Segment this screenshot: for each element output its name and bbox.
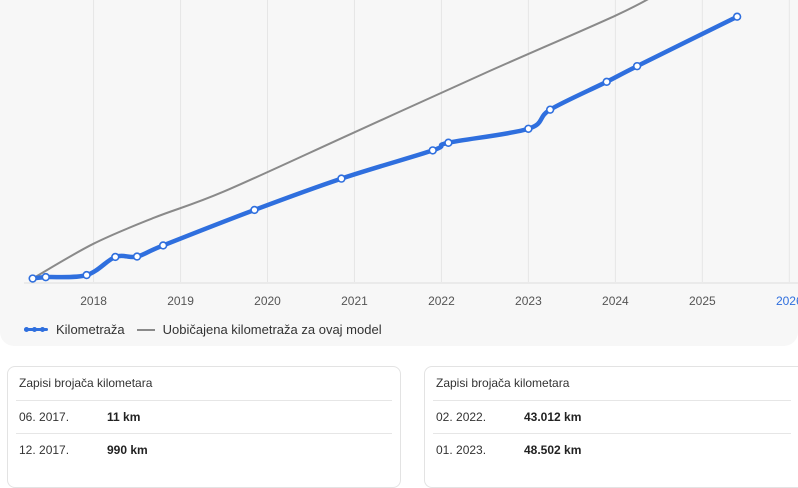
x-tick-label: 2023: [515, 294, 542, 308]
mileage-data-point[interactable]: [632, 61, 642, 71]
x-tick-label: 2019: [167, 294, 194, 308]
record-date: 01. 2023.: [436, 443, 487, 457]
odometer-records-left: Zapisi brojača kilometara 06. 2017. 11 k…: [7, 366, 401, 488]
table-row: 02. 2022. 43.012 km: [433, 400, 791, 433]
record-km: 990 km: [107, 443, 148, 457]
mileage-data-point[interactable]: [158, 241, 168, 250]
record-km: 48.502 km: [524, 443, 582, 457]
odometer-records-right: Zapisi brojača kilometara 02. 2022. 43.0…: [424, 366, 798, 488]
x-tick-label: 2025: [689, 294, 716, 308]
mileage-data-point[interactable]: [524, 124, 533, 133]
record-km: 43.012 km: [524, 410, 582, 424]
legend-label-typical-mileage: Uobičajena kilometraža za ovaj model: [162, 322, 382, 337]
table-title: Zapisi brojača kilometara: [19, 376, 153, 390]
mileage-data-point[interactable]: [602, 77, 611, 87]
mileage-data-point[interactable]: [545, 105, 555, 114]
mileage-data-point[interactable]: [41, 272, 50, 282]
mileage-chart-card: 2018 2019 2020 2021 2022 2023 2024 2025 2026 Kil…: [24, 0, 798, 337]
mileage-data-point[interactable]: [428, 146, 437, 155]
x-tick-label: 2018: [80, 294, 107, 308]
mileage-data-point[interactable]: [444, 138, 453, 147]
x-tick-label: 2024: [602, 294, 629, 308]
mileage-chart: 2018 2019 2020 2021 2022 2023 2024 2025 2026: [24, 0, 798, 308]
mileage-data-point[interactable]: [111, 252, 120, 262]
mileage-data-point[interactable]: [732, 12, 742, 21]
record-date: 06. 2017.: [19, 410, 70, 424]
x-tick-label: 2020: [254, 294, 281, 308]
legend-item-typical-mileage[interactable]: Uobičajena kilometraža za ovaj model: [136, 322, 382, 337]
table-title: Zapisi brojača kilometara: [436, 376, 570, 390]
record-date: 12. 2017.: [19, 443, 70, 457]
x-tick-label: 2026: [776, 294, 798, 308]
table-row: 06. 2017. 11 km: [16, 400, 392, 433]
chart-legend: Kilometraža Uobičajena kilometraža za ov…: [24, 322, 394, 337]
x-tick-label: 2022: [428, 294, 455, 308]
mileage-line: [30, 14, 740, 281]
x-tick-label: 2021: [341, 294, 368, 308]
mileage-data-point[interactable]: [132, 252, 142, 261]
mileage-data-point[interactable]: [337, 174, 346, 183]
legend-label-mileage: Kilometraža: [56, 322, 125, 337]
legend-item-mileage[interactable]: Kilometraža: [24, 322, 125, 337]
mileage-data-point[interactable]: [82, 270, 91, 280]
record-date: 02. 2022.: [436, 410, 487, 424]
typical-mileage-line: [32, 0, 649, 280]
table-row: 12. 2017. 990 km: [16, 433, 392, 466]
typical-mileage-legend-swatch: [136, 328, 155, 331]
mileage-data-point[interactable]: [28, 274, 37, 283]
table-row: 01. 2023. 48.502 km: [433, 433, 791, 466]
mileage-data-point[interactable]: [250, 205, 259, 215]
mileage-legend-swatch: [24, 327, 48, 332]
record-km: 11 km: [107, 410, 141, 424]
